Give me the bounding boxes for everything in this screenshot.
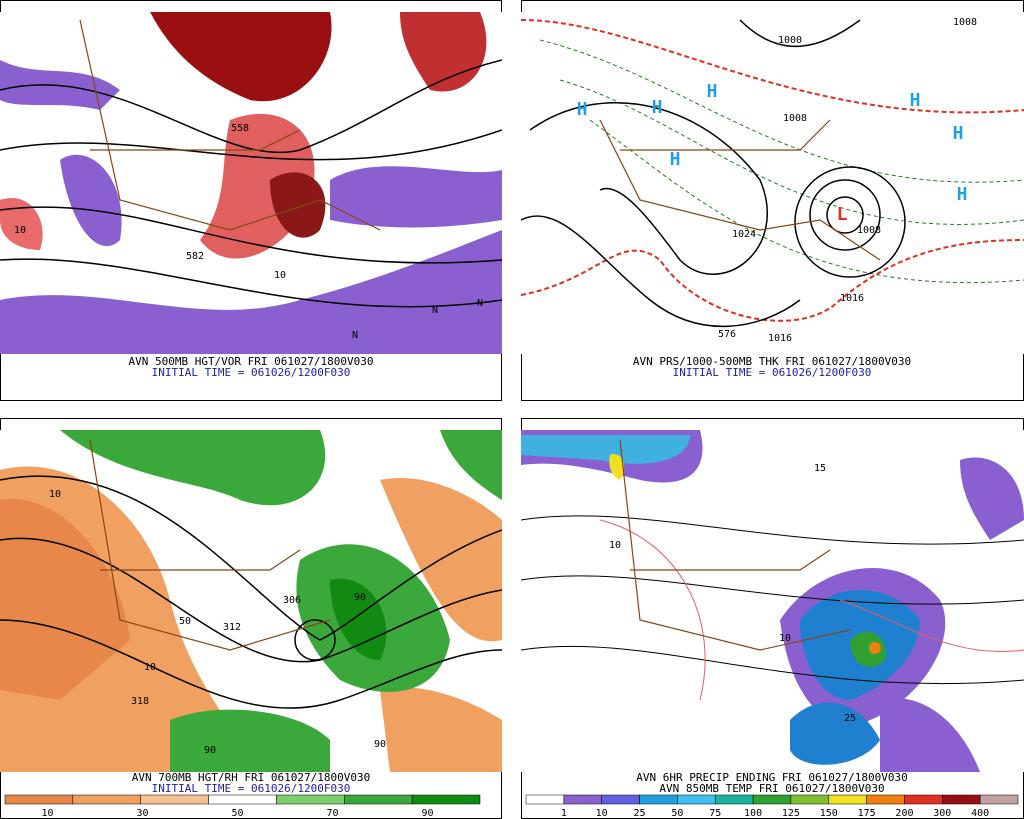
contour-label: 582 xyxy=(186,251,204,262)
contour-label: 10 xyxy=(14,225,26,236)
contour-label: 15 xyxy=(814,463,826,474)
colorbar-label: 50 xyxy=(231,808,243,819)
colorbar-label: 70 xyxy=(326,808,338,819)
colorbar-swatch xyxy=(639,794,678,805)
colorbar-label: 400 xyxy=(971,808,989,819)
contour-label: 318 xyxy=(131,696,149,707)
contour-label: 312 xyxy=(223,622,241,633)
map-500mb xyxy=(0,12,502,354)
colorbar-label: 10 xyxy=(41,808,53,819)
contour-label: 1024 xyxy=(732,229,756,240)
colorbar-label: 175 xyxy=(858,808,876,819)
contour-label: 1008 xyxy=(857,225,881,236)
pressure-center: H xyxy=(577,99,588,120)
colorbar-swatch xyxy=(904,794,943,805)
contour-label: 90 xyxy=(354,592,366,603)
colorbar-swatch xyxy=(942,794,981,805)
colorbar-swatch xyxy=(677,794,716,805)
colorbar-swatch xyxy=(828,794,867,805)
pressure-center: L xyxy=(837,204,848,225)
colorbar-label: 75 xyxy=(709,808,721,819)
contour-label: 10 xyxy=(274,270,286,281)
colorbar-swatch xyxy=(208,794,277,805)
colorbar-label: 50 xyxy=(671,808,683,819)
contour-label: 10 xyxy=(144,662,156,673)
colorbar-label: 90 xyxy=(421,808,433,819)
pressure-center: H xyxy=(957,184,968,205)
colorbar-label: 1 xyxy=(561,808,567,819)
contour-label: 1008 xyxy=(783,113,807,124)
colorbar-swatch xyxy=(72,794,141,805)
caption: INITIAL TIME = 061026/1200F030 xyxy=(152,782,351,795)
contour-label: 25 xyxy=(844,713,856,724)
colorbar-swatch xyxy=(979,794,1019,805)
colorbar-swatch xyxy=(866,794,905,805)
contour-label: 306 xyxy=(283,595,301,606)
colorbar-label: 25 xyxy=(634,808,646,819)
caption: INITIAL TIME = 061026/1200F030 xyxy=(673,366,872,379)
contour-label: 1016 xyxy=(768,333,792,344)
colorbar-swatch xyxy=(752,794,792,805)
contour-label: N xyxy=(352,330,358,341)
contour-label: 558 xyxy=(231,123,249,134)
caption: AVN PRS/1000-500MB THK FRI 061027/1800V0… xyxy=(633,355,911,368)
colorbar-label: 150 xyxy=(820,808,838,819)
contour-label: N xyxy=(477,298,483,309)
contour-label: 90 xyxy=(204,745,216,756)
colorbar-swatch xyxy=(525,794,565,805)
colorbar-label: 30 xyxy=(136,808,148,819)
caption: AVN 700MB HGT/RH FRI 061027/1800V030 xyxy=(132,771,370,784)
colorbar-label: 10 xyxy=(596,808,608,819)
caption: AVN 6HR PRECIP ENDING FRI 061027/1800V03… xyxy=(636,771,908,784)
colorbar-swatch xyxy=(140,794,209,805)
colorbar-swatch xyxy=(790,794,830,805)
contour-label: 1016 xyxy=(840,293,864,304)
contour-label: 90 xyxy=(374,739,386,750)
contour-label: 10 xyxy=(779,633,791,644)
pressure-center: H xyxy=(953,123,964,144)
contour-label: 1000 xyxy=(778,35,802,46)
contour-label: 50 xyxy=(179,616,191,627)
caption: AVN 850MB TEMP FRI 061027/1800V030 xyxy=(659,782,884,795)
colorbar-label: 200 xyxy=(895,808,913,819)
colorbar-swatch xyxy=(4,794,74,805)
colorbar-label: 125 xyxy=(782,808,800,819)
colorbar-swatch xyxy=(276,794,345,805)
caption: INITIAL TIME = 061026/1200F030 xyxy=(152,366,351,379)
contour-label: 1008 xyxy=(953,17,977,28)
colorbar-swatch xyxy=(411,794,481,805)
pressure-center: H xyxy=(910,90,921,111)
map-pressure xyxy=(521,12,1024,354)
caption: AVN 500MB HGT/VOR FRI 061027/1800V030 xyxy=(128,355,373,368)
contour-label: 10 xyxy=(609,540,621,551)
map-700mb xyxy=(0,430,502,772)
map-precip xyxy=(521,430,1024,772)
pressure-center: H xyxy=(670,149,681,170)
contour-label: 10 xyxy=(49,489,61,500)
colorbar-swatch xyxy=(344,794,413,805)
colorbar-swatch xyxy=(563,794,602,805)
colorbar-label: 100 xyxy=(744,808,762,819)
contour-label: N xyxy=(432,305,438,316)
pressure-center: H xyxy=(652,97,663,118)
colorbar-swatch xyxy=(601,794,640,805)
colorbar-swatch xyxy=(714,794,754,805)
pressure-center: H xyxy=(707,81,718,102)
contour-label: 576 xyxy=(718,329,736,340)
colorbar-label: 300 xyxy=(933,808,951,819)
